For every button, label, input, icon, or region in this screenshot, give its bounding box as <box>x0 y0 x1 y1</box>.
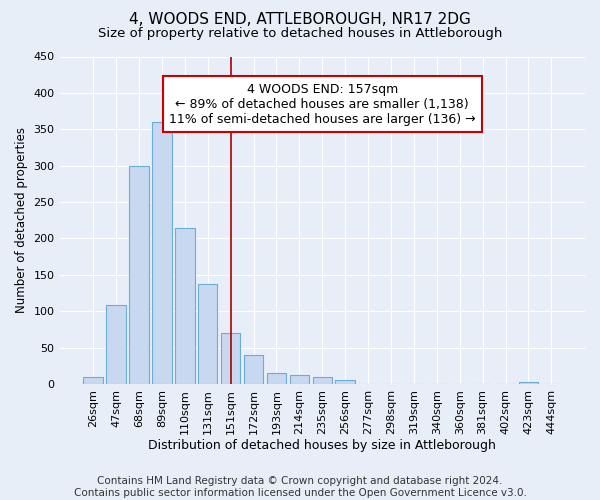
Bar <box>244 355 263 384</box>
Bar <box>175 228 194 384</box>
Bar <box>129 166 149 384</box>
Text: 4, WOODS END, ATTLEBOROUGH, NR17 2DG: 4, WOODS END, ATTLEBOROUGH, NR17 2DG <box>129 12 471 28</box>
Text: Size of property relative to detached houses in Attleborough: Size of property relative to detached ho… <box>98 28 502 40</box>
Bar <box>152 122 172 384</box>
X-axis label: Distribution of detached houses by size in Attleborough: Distribution of detached houses by size … <box>148 440 496 452</box>
Bar <box>221 333 241 384</box>
Bar <box>198 284 217 384</box>
Bar <box>290 375 309 384</box>
Bar <box>83 376 103 384</box>
Bar <box>106 306 126 384</box>
Bar <box>313 376 332 384</box>
Bar <box>519 382 538 384</box>
Bar <box>267 373 286 384</box>
Y-axis label: Number of detached properties: Number of detached properties <box>15 127 28 313</box>
Text: Contains HM Land Registry data © Crown copyright and database right 2024.
Contai: Contains HM Land Registry data © Crown c… <box>74 476 526 498</box>
Bar <box>335 380 355 384</box>
Text: 4 WOODS END: 157sqm
← 89% of detached houses are smaller (1,138)
11% of semi-det: 4 WOODS END: 157sqm ← 89% of detached ho… <box>169 82 476 126</box>
